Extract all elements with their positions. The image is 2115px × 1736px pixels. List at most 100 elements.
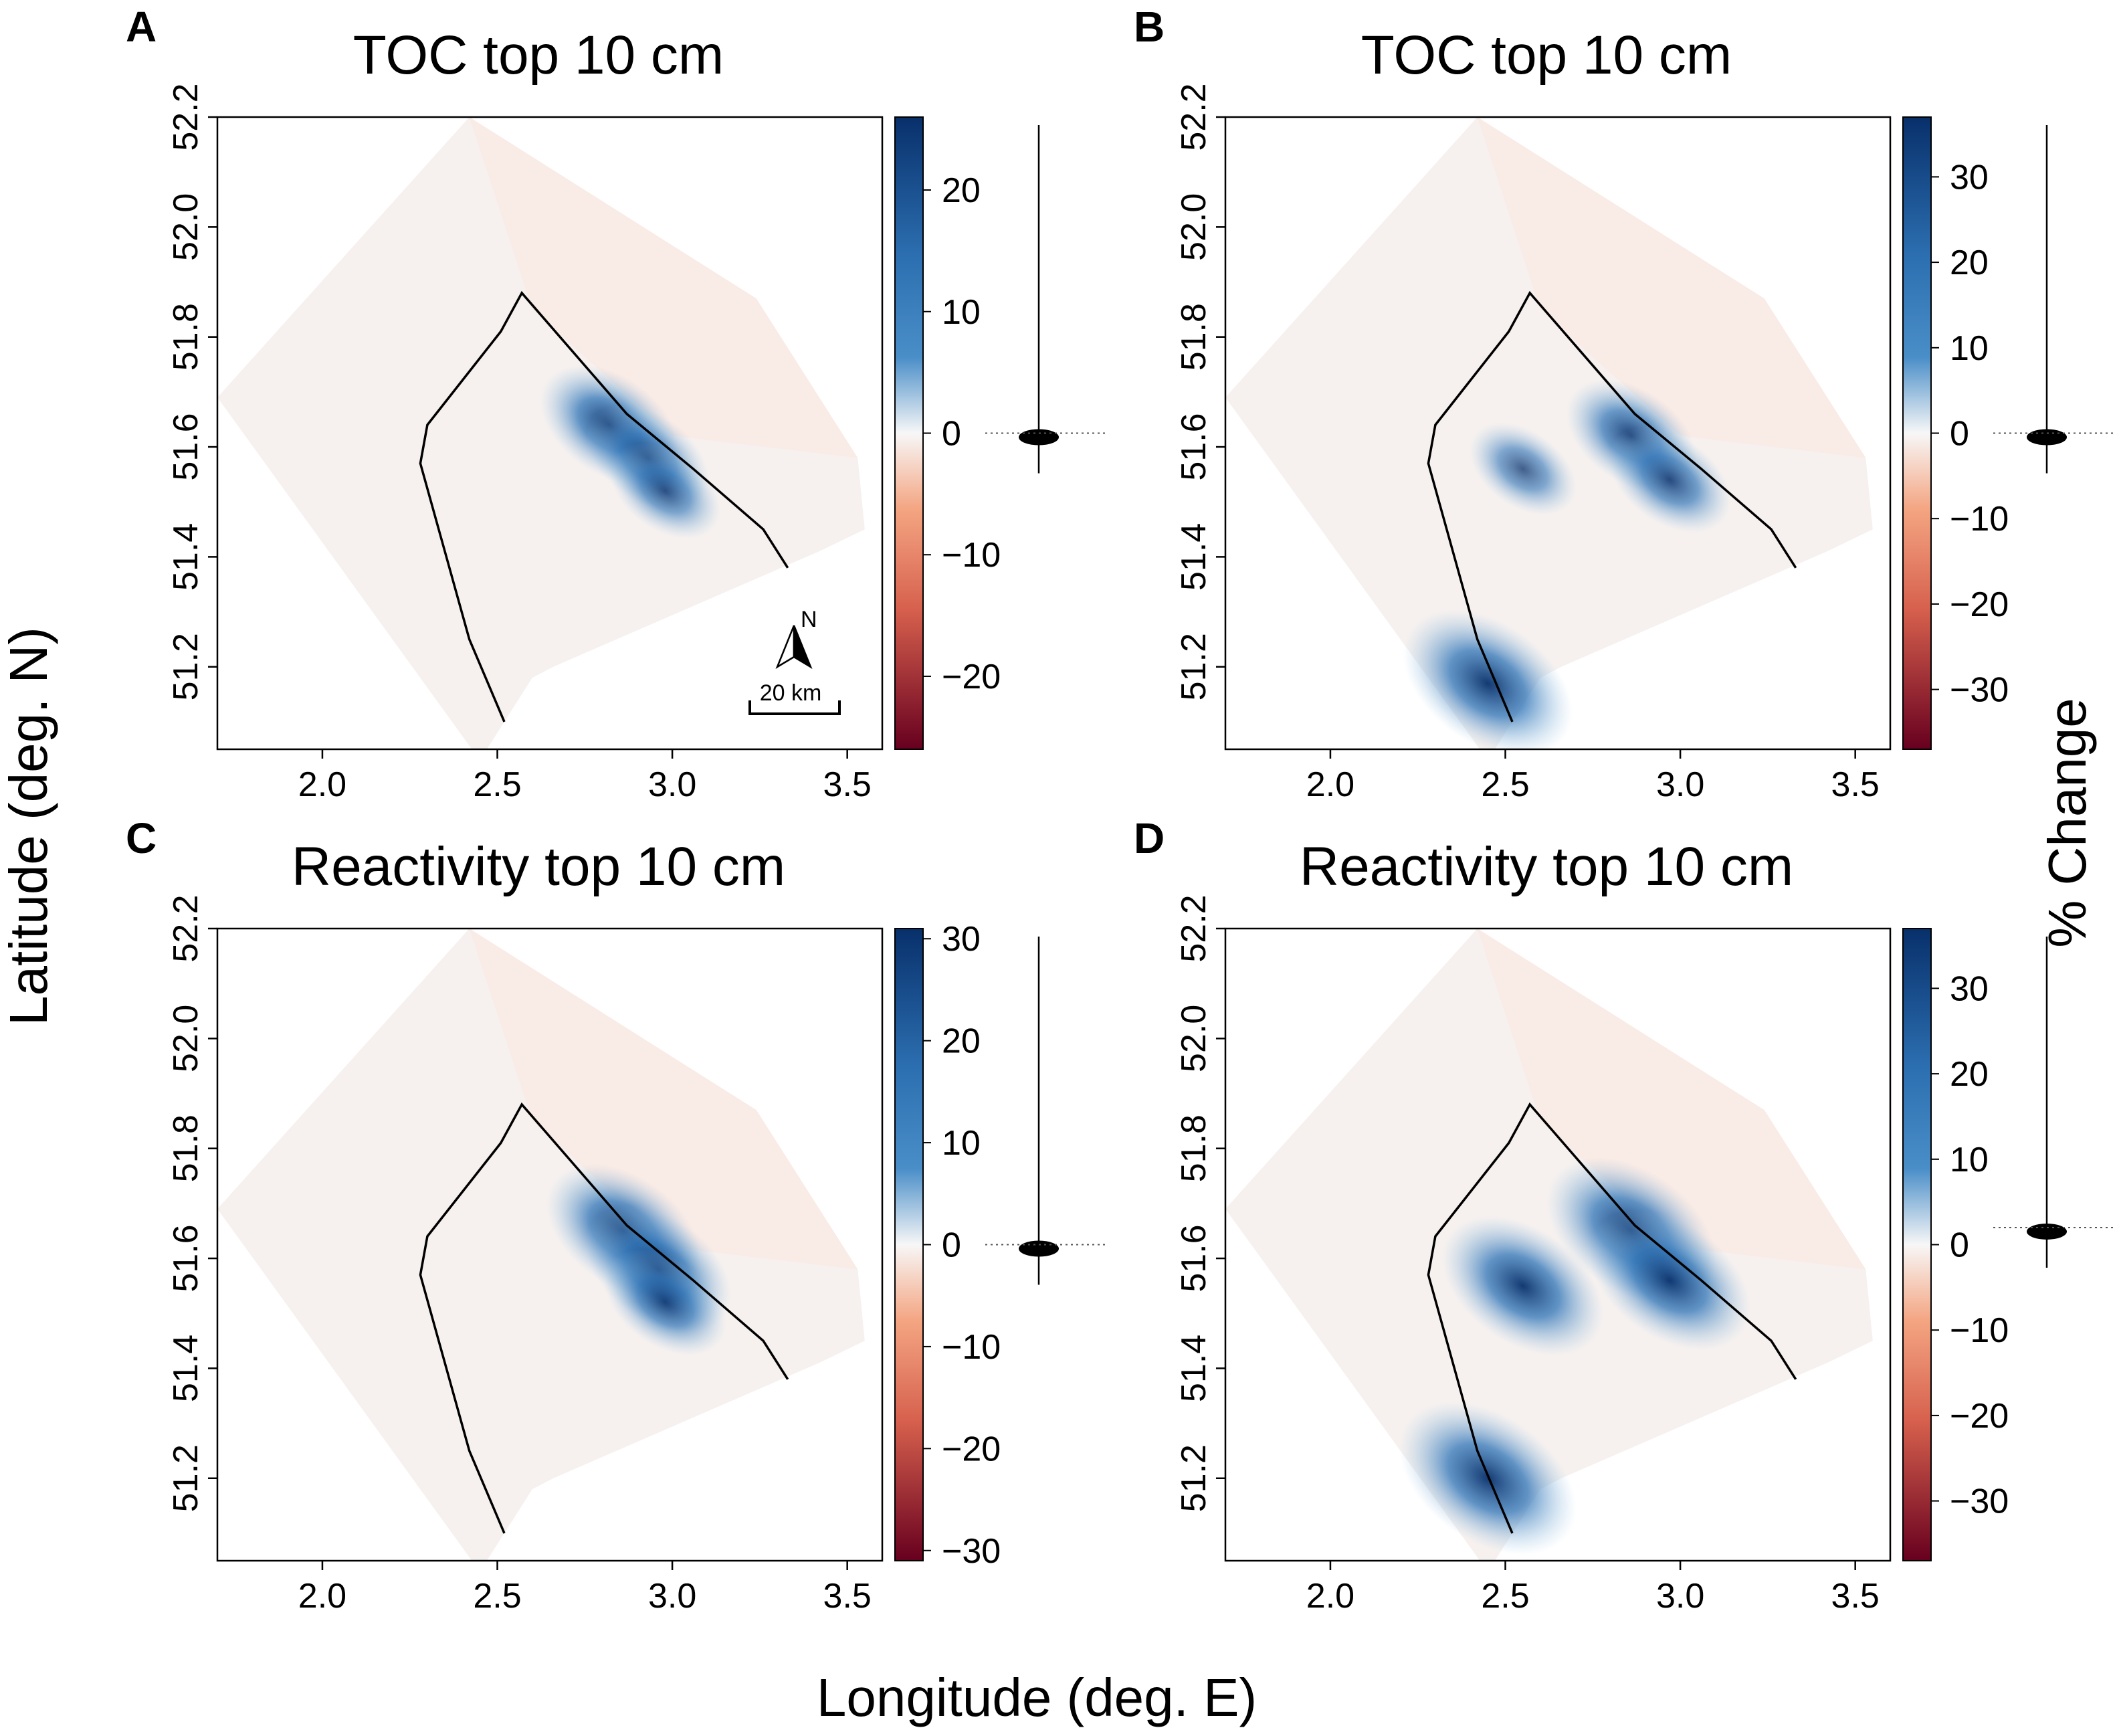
y-tick-label: 51.4 bbox=[167, 1335, 205, 1402]
colorbar-tick-label: 30 bbox=[1950, 158, 1989, 197]
x-tick-label: 2.5 bbox=[1481, 1577, 1529, 1616]
colorbar-tick-label: 0 bbox=[1950, 1226, 1969, 1265]
colorbar-tick-label: 20 bbox=[1950, 1055, 1989, 1094]
colorbar bbox=[894, 116, 924, 750]
colorbar-tick-label: −10 bbox=[1950, 500, 2009, 539]
x-tick-label: 2.5 bbox=[473, 1577, 521, 1616]
x-tick-label: 2.0 bbox=[298, 1577, 346, 1616]
colorbar-tick-label: 0 bbox=[1950, 415, 1969, 454]
y-tick-label: 52.0 bbox=[167, 1005, 205, 1072]
y-tick-label: 51.8 bbox=[1175, 1115, 1213, 1182]
y-tick-label: 51.6 bbox=[1175, 1224, 1213, 1292]
y-tick-label: 51.4 bbox=[167, 523, 205, 591]
colorbar-tick-label: −20 bbox=[942, 1430, 1001, 1468]
domain-tint bbox=[1477, 929, 1866, 1270]
colorbar-tick-label: −10 bbox=[942, 1328, 1001, 1367]
violin-body bbox=[2027, 1223, 2067, 1240]
domain-tint bbox=[469, 117, 858, 458]
colorbar-title: % Change bbox=[2037, 698, 2097, 948]
y-tick-label: 51.6 bbox=[167, 413, 205, 480]
y-tick-label: 52.2 bbox=[1175, 894, 1213, 962]
panel-title: Reactivity top 10 cm bbox=[292, 836, 785, 897]
x-tick-label: 3.5 bbox=[823, 765, 872, 804]
colorbar-tick-label: −30 bbox=[942, 1532, 1001, 1571]
panel-letter: B bbox=[1134, 3, 1165, 51]
y-tick-label: 51.8 bbox=[167, 303, 205, 371]
panel-A: A TOC top 10 cm 2.0 2.5 3.0 3.5 51.2 51.4 51.6 51… bbox=[126, 3, 1106, 804]
map-area bbox=[217, 117, 865, 749]
plot-frame bbox=[1224, 927, 1892, 1562]
panel-letter: D bbox=[1134, 814, 1165, 862]
y-tick-label: 51.2 bbox=[1175, 1444, 1213, 1512]
x-tick-label: 3.0 bbox=[648, 765, 696, 804]
y-tick-label: 51.4 bbox=[1175, 1335, 1213, 1402]
colorbar-tick-label: −10 bbox=[1950, 1311, 2009, 1350]
panel-letter: C bbox=[126, 814, 157, 862]
north-label: N bbox=[801, 607, 817, 632]
map-area bbox=[1225, 929, 1873, 1561]
hotspot bbox=[1403, 609, 1573, 749]
colorbar-tick-label: −10 bbox=[942, 536, 1001, 575]
panel-letter: A bbox=[126, 3, 157, 51]
y-tick-label: 51.2 bbox=[1175, 633, 1213, 700]
colorbar-tick-label: 20 bbox=[942, 1022, 981, 1061]
y-tick-label: 51.6 bbox=[1175, 413, 1213, 480]
y-tick-label: 52.2 bbox=[1175, 83, 1213, 151]
domain-tint bbox=[1477, 117, 1866, 458]
y-tick-label: 52.2 bbox=[167, 83, 205, 151]
colorbar-tick-label: 10 bbox=[942, 1124, 981, 1163]
x-tick-label: 3.5 bbox=[1831, 1577, 1880, 1616]
colorbar-tick-label: 30 bbox=[1950, 969, 1989, 1008]
colorbar-tick-label: 20 bbox=[1950, 244, 1989, 282]
colorbar bbox=[1902, 116, 1932, 750]
x-tick-label: 2.0 bbox=[1306, 765, 1354, 804]
y-tick-label: 51.2 bbox=[167, 633, 205, 700]
x-tick-label: 2.5 bbox=[1481, 765, 1529, 804]
plot-frame bbox=[216, 927, 884, 1562]
panel-title: TOC top 10 cm bbox=[353, 25, 724, 86]
y-axis-title: Latitude (deg. N) bbox=[0, 627, 58, 1026]
colorbar-tick-label: −20 bbox=[1950, 585, 2009, 624]
scale-label: 20 km bbox=[760, 680, 822, 706]
colorbar-tick-label: 0 bbox=[942, 1226, 961, 1265]
plot-frame bbox=[1224, 116, 1892, 751]
x-tick-label: 3.0 bbox=[1656, 1577, 1704, 1616]
panel-D: D Reactivity top 10 cm 2.0 2.5 3.0 3.5 51.2 51.… bbox=[1134, 814, 2114, 1616]
hotspot bbox=[1441, 1216, 1604, 1356]
colorbar-tick-label: 10 bbox=[942, 293, 981, 332]
colorbar-tick-label: −30 bbox=[1950, 1482, 2009, 1521]
colorbar-tick-label: 30 bbox=[942, 920, 981, 959]
violin-body bbox=[1019, 1240, 1059, 1257]
map-area bbox=[1225, 117, 1873, 749]
boundary-line bbox=[419, 290, 789, 722]
north-arrow-icon bbox=[775, 625, 795, 669]
hotspot bbox=[603, 1249, 727, 1356]
colorbar-tick-label: −30 bbox=[1950, 671, 2009, 710]
y-tick-label: 52.2 bbox=[167, 894, 205, 962]
x-tick-label: 3.5 bbox=[823, 1577, 872, 1616]
colorbar-tick-label: 20 bbox=[942, 171, 981, 210]
y-tick-label: 52.0 bbox=[1175, 1005, 1213, 1072]
y-tick-label: 51.4 bbox=[1175, 523, 1213, 591]
x-tick-label: 2.0 bbox=[1306, 1577, 1354, 1616]
y-tick-label: 51.8 bbox=[167, 1115, 205, 1182]
panel-C: C Reactivity top 10 cm 2.0 2.5 3.0 3.5 51.2 51.… bbox=[126, 814, 1106, 1616]
boundary-line bbox=[1427, 1102, 1797, 1534]
panel-title: Reactivity top 10 cm bbox=[1300, 836, 1793, 897]
panel-B: B TOC top 10 cm 2.0 2.5 3.0 3.5 51.2 51.4 51.6 51… bbox=[1134, 3, 2114, 804]
y-tick-label: 52.0 bbox=[1175, 193, 1213, 261]
violin-body bbox=[1019, 429, 1059, 446]
colorbar-tick-label: −20 bbox=[1950, 1397, 2009, 1436]
boundary-line bbox=[419, 1102, 789, 1534]
boundary-line bbox=[1427, 290, 1797, 722]
hotspot bbox=[1589, 1210, 1751, 1351]
colorbar bbox=[894, 928, 924, 1561]
y-tick-label: 51.2 bbox=[167, 1444, 205, 1512]
x-tick-label: 3.0 bbox=[648, 1577, 696, 1616]
colorbar-tick-label: −20 bbox=[942, 658, 1001, 696]
x-tick-label: 2.0 bbox=[298, 765, 346, 804]
colorbar-tick-label: 10 bbox=[1950, 1141, 1989, 1179]
x-tick-label: 3.5 bbox=[1831, 765, 1880, 804]
hotspot bbox=[1608, 426, 1732, 533]
